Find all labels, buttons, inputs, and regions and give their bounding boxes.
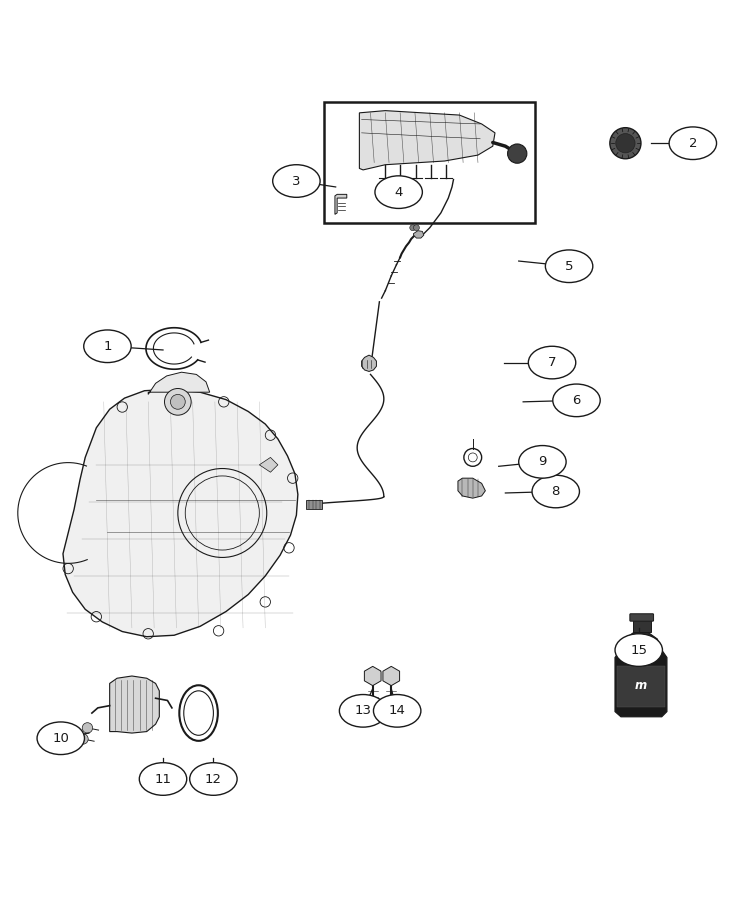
Polygon shape bbox=[110, 676, 159, 733]
Circle shape bbox=[616, 133, 635, 153]
Ellipse shape bbox=[37, 722, 84, 754]
Circle shape bbox=[610, 128, 641, 158]
Circle shape bbox=[82, 723, 93, 734]
Ellipse shape bbox=[553, 384, 600, 417]
Text: 4: 4 bbox=[394, 185, 403, 199]
Polygon shape bbox=[615, 650, 667, 716]
Polygon shape bbox=[383, 666, 399, 686]
Ellipse shape bbox=[139, 762, 187, 796]
Text: m: m bbox=[635, 680, 647, 692]
Text: 3: 3 bbox=[292, 175, 301, 187]
Ellipse shape bbox=[519, 446, 566, 478]
Text: 8: 8 bbox=[551, 485, 560, 498]
Text: 13: 13 bbox=[355, 705, 371, 717]
Ellipse shape bbox=[84, 330, 131, 363]
Text: 5: 5 bbox=[565, 260, 574, 273]
Polygon shape bbox=[148, 373, 210, 394]
Text: 7: 7 bbox=[548, 356, 556, 369]
Circle shape bbox=[170, 394, 185, 410]
Ellipse shape bbox=[190, 762, 237, 796]
Text: 6: 6 bbox=[572, 394, 581, 407]
Text: 12: 12 bbox=[205, 772, 222, 786]
Ellipse shape bbox=[528, 346, 576, 379]
Ellipse shape bbox=[545, 250, 593, 283]
Circle shape bbox=[165, 389, 191, 415]
Ellipse shape bbox=[339, 695, 387, 727]
Ellipse shape bbox=[615, 634, 662, 666]
FancyBboxPatch shape bbox=[617, 666, 665, 707]
Circle shape bbox=[508, 144, 527, 163]
Text: 14: 14 bbox=[389, 705, 405, 717]
Text: 1: 1 bbox=[103, 340, 112, 353]
Polygon shape bbox=[365, 666, 381, 686]
Text: 11: 11 bbox=[155, 772, 171, 786]
Text: 15: 15 bbox=[631, 644, 647, 657]
FancyBboxPatch shape bbox=[324, 103, 535, 223]
Ellipse shape bbox=[273, 165, 320, 197]
Polygon shape bbox=[63, 389, 298, 636]
Ellipse shape bbox=[373, 695, 421, 727]
Polygon shape bbox=[413, 230, 424, 238]
Ellipse shape bbox=[532, 475, 579, 508]
Polygon shape bbox=[335, 194, 347, 214]
Ellipse shape bbox=[669, 127, 717, 159]
FancyBboxPatch shape bbox=[630, 614, 654, 621]
Polygon shape bbox=[359, 111, 495, 170]
Polygon shape bbox=[362, 356, 376, 372]
Text: 9: 9 bbox=[538, 455, 547, 468]
Ellipse shape bbox=[375, 176, 422, 209]
Text: 2: 2 bbox=[688, 137, 697, 149]
Polygon shape bbox=[259, 457, 278, 472]
FancyBboxPatch shape bbox=[633, 620, 651, 632]
Polygon shape bbox=[458, 478, 485, 499]
Polygon shape bbox=[306, 500, 322, 508]
Circle shape bbox=[413, 225, 419, 230]
Circle shape bbox=[78, 734, 88, 744]
Polygon shape bbox=[621, 632, 662, 650]
Circle shape bbox=[410, 225, 416, 230]
Text: 10: 10 bbox=[53, 732, 69, 744]
